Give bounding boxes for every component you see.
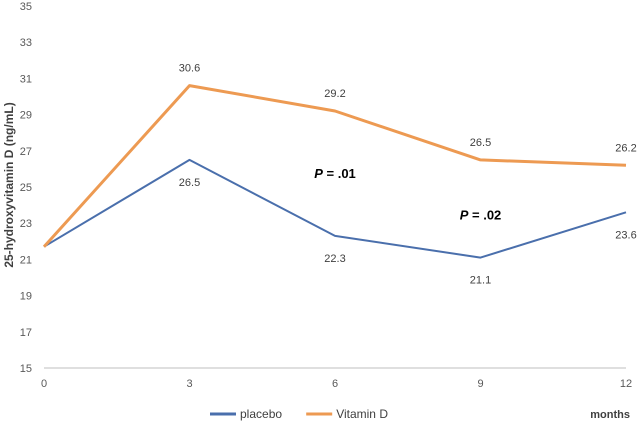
y-tick-label: 15 (20, 363, 32, 375)
annotations: P = .01P = .02 (314, 166, 501, 223)
data-label: 30.6 (179, 63, 200, 75)
x-tick-label: 0 (41, 378, 47, 390)
series-lines (42, 84, 627, 259)
p-value-annotation: P = .02 (460, 208, 502, 223)
series-line-vitamin-d (42, 84, 627, 248)
y-tick-label: 21 (20, 254, 32, 266)
y-tick-label: 17 (20, 327, 32, 339)
data-labels: 26.5 22.3 21.1 23.6 30.6 29.2 26.5 26.2 (179, 63, 637, 287)
legend: placebo Vitamin D (210, 407, 388, 421)
data-label: 21.1 (470, 275, 491, 287)
x-tick-label: 9 (477, 378, 483, 390)
y-tick-label: 29 (20, 110, 32, 122)
data-label: 26.5 (179, 177, 200, 189)
y-tick-label: 31 (20, 73, 32, 85)
p-value: = .02 (468, 208, 501, 223)
p-value: = .01 (323, 166, 356, 181)
data-label: 26.2 (615, 142, 636, 154)
y-axis-label: 25-hydroxyvitamin D (ng/mL) (2, 102, 16, 267)
y-tick-label: 25 (20, 182, 32, 194)
p-symbol: P (460, 208, 469, 223)
x-tick-label: 6 (332, 378, 338, 390)
series-line-placebo (43, 158, 627, 259)
y-tick-label: 33 (20, 37, 32, 49)
x-axis-label: months (590, 409, 630, 421)
y-tick-label: 19 (20, 291, 32, 303)
data-label: 22.3 (324, 253, 345, 265)
p-value-annotation: P = .01 (314, 166, 356, 181)
x-tick-label: 3 (186, 378, 192, 390)
x-axis-ticks: 0 3 6 9 12 (41, 378, 632, 390)
data-label: 23.6 (615, 229, 636, 241)
p-symbol: P (314, 166, 323, 181)
y-tick-label: 23 (20, 218, 32, 230)
legend-label: placebo (240, 407, 282, 421)
y-axis-ticks: 15 17 19 21 23 25 27 29 31 33 35 (20, 1, 32, 375)
data-label: 29.2 (324, 88, 345, 100)
data-label: 26.5 (470, 137, 491, 149)
y-tick-label: 27 (20, 146, 32, 158)
y-tick-label: 35 (20, 1, 32, 13)
x-tick-label: 12 (620, 378, 632, 390)
legend-label: Vitamin D (336, 407, 388, 421)
